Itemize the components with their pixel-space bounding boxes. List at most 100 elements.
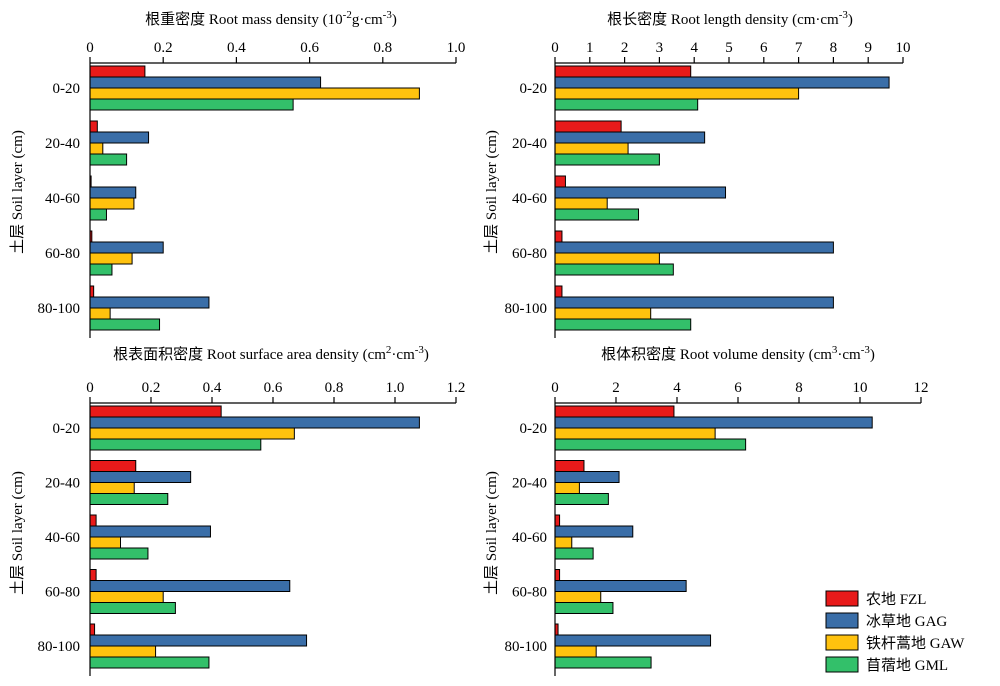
bar-fzl [554, 405, 675, 418]
category-label: 60-80 [45, 246, 80, 262]
bar-gag [554, 76, 890, 89]
x-tick-label: 10 [853, 380, 868, 396]
bar-gml [554, 493, 609, 505]
bar-gaw [554, 482, 580, 494]
x-tick-label: 1 [586, 40, 594, 56]
bar-gag [554, 241, 834, 254]
bar-gag [89, 471, 192, 483]
bar-gag [554, 131, 706, 144]
x-tick-label: 7 [795, 40, 803, 56]
x-tick-label: 4 [673, 380, 681, 396]
x-axis-ticks: 0 2 4 6 8 10 12 [551, 380, 929, 403]
x-tick-label: 0.2 [154, 40, 173, 56]
x-tick-label: 0 [551, 40, 559, 56]
chart-title: 根重密度 Root mass density (10-2g·cm-3) [145, 9, 397, 28]
x-tick-label: 8 [795, 380, 803, 396]
bar-gaw [89, 645, 157, 658]
bar-gag [89, 76, 322, 89]
x-tick-label: 0.8 [325, 380, 344, 396]
x-tick-label: 0.4 [227, 40, 246, 56]
bar-gaw [554, 427, 716, 440]
category-label: 0-20 [520, 421, 548, 437]
category-label: 60-80 [512, 246, 547, 262]
legend-item-gag: 冰草地 GAG [825, 612, 947, 630]
bar-gag [89, 416, 420, 429]
category-label: 20-40 [45, 136, 80, 152]
legend-swatch-fzl [825, 590, 859, 607]
bar-gml [554, 153, 660, 166]
bar-gaw [89, 427, 295, 440]
x-tick-label: 9 [864, 40, 872, 56]
bar-gaw [554, 87, 800, 100]
legend-label-gaw: 铁杆蒿地 GAW [866, 635, 965, 652]
x-tick-label: 8 [830, 40, 838, 56]
y-axis-label: 土层 Soil layer (cm) [483, 130, 500, 254]
legend-label-fzl: 农地 FZL [866, 591, 926, 608]
bar-fzl [89, 120, 98, 133]
bar-gag [554, 416, 873, 429]
legend-swatch-gaw [825, 634, 859, 651]
x-tick-label: 1.2 [447, 380, 466, 396]
bar-gaw [554, 142, 629, 155]
legend-swatch-gag [825, 612, 859, 629]
y-axis-label: 土层 Soil layer (cm) [9, 471, 26, 595]
bar-gaw [554, 197, 608, 210]
bar-gag [89, 580, 291, 592]
x-tick-label: 12 [914, 380, 929, 396]
legend-item-fzl: 农地 FZL [825, 590, 926, 608]
bar-gag [89, 241, 164, 254]
category-label: 20-40 [45, 476, 80, 492]
x-tick-label: 1.0 [386, 380, 405, 396]
bar-gml [89, 98, 294, 111]
x-tick-label: 0.2 [142, 380, 161, 396]
category-labels: 0-20 20-40 40-60 60-80 80-100 [505, 421, 560, 655]
bar-fzl [554, 65, 692, 78]
chart-title: 根表面积密度 Root surface area density (cm2·cm… [113, 344, 429, 363]
bar-gag [554, 525, 634, 538]
x-tick-label: 2 [621, 40, 629, 56]
bar-gml [554, 656, 652, 669]
bar-gag [89, 634, 308, 647]
bar-fzl [554, 175, 566, 188]
bar-gml [554, 208, 640, 221]
bar-gag [554, 580, 687, 592]
category-label: 40-60 [45, 530, 80, 546]
panel-root-volume-density: 根体积密度 Root volume density (cm3·cm-3) 0 2 4… [505, 344, 929, 676]
category-labels: 0-20 20-40 40-60 60-80 80-100 [38, 421, 95, 655]
bar-gml [89, 263, 113, 276]
bar-gml [554, 438, 747, 451]
legend: 农地 FZL 冰草地 GAG 铁杆蒿地 GAW 苜蓿地 GML [825, 590, 965, 674]
bars [89, 405, 420, 669]
category-label: 0-20 [520, 81, 548, 97]
bar-gml [89, 547, 149, 560]
x-tick-label: 6 [760, 40, 768, 56]
bar-gml [554, 318, 692, 331]
bars [89, 65, 420, 331]
chart-title: 根长密度 Root length density (cm·cm-3) [607, 9, 853, 28]
x-tick-label: 0.4 [203, 380, 222, 396]
x-tick-label: 1.0 [447, 40, 466, 56]
panel-root-length-density: 根长密度 Root length density (cm·cm-3) 0 1 2 3 4… [505, 9, 911, 338]
x-axis-ticks: 0 1 2 3 4 5 6 7 8 9 10 [551, 40, 911, 63]
category-label: 80-100 [38, 639, 81, 655]
bar-gaw [89, 87, 420, 100]
category-label: 80-100 [505, 639, 548, 655]
category-label: 0-20 [53, 421, 81, 437]
bar-gaw [89, 142, 104, 155]
bar-fzl [89, 623, 96, 636]
bar-gaw [89, 536, 121, 549]
x-tick-label: 0.8 [373, 40, 392, 56]
category-label: 60-80 [45, 585, 80, 601]
bar-fzl [89, 405, 222, 418]
bar-fzl [89, 514, 97, 527]
panel-root-mass-density: 根重密度 Root mass density (10-2g·cm-3) 0 0.2… [38, 9, 466, 338]
bar-gag [554, 471, 620, 483]
category-label: 40-60 [512, 530, 547, 546]
bars [554, 405, 873, 669]
bar-fzl [554, 120, 622, 133]
bar-fzl [554, 514, 561, 527]
bar-gml [89, 208, 107, 221]
x-tick-label: 0.6 [300, 40, 319, 56]
bar-gaw [554, 536, 573, 549]
